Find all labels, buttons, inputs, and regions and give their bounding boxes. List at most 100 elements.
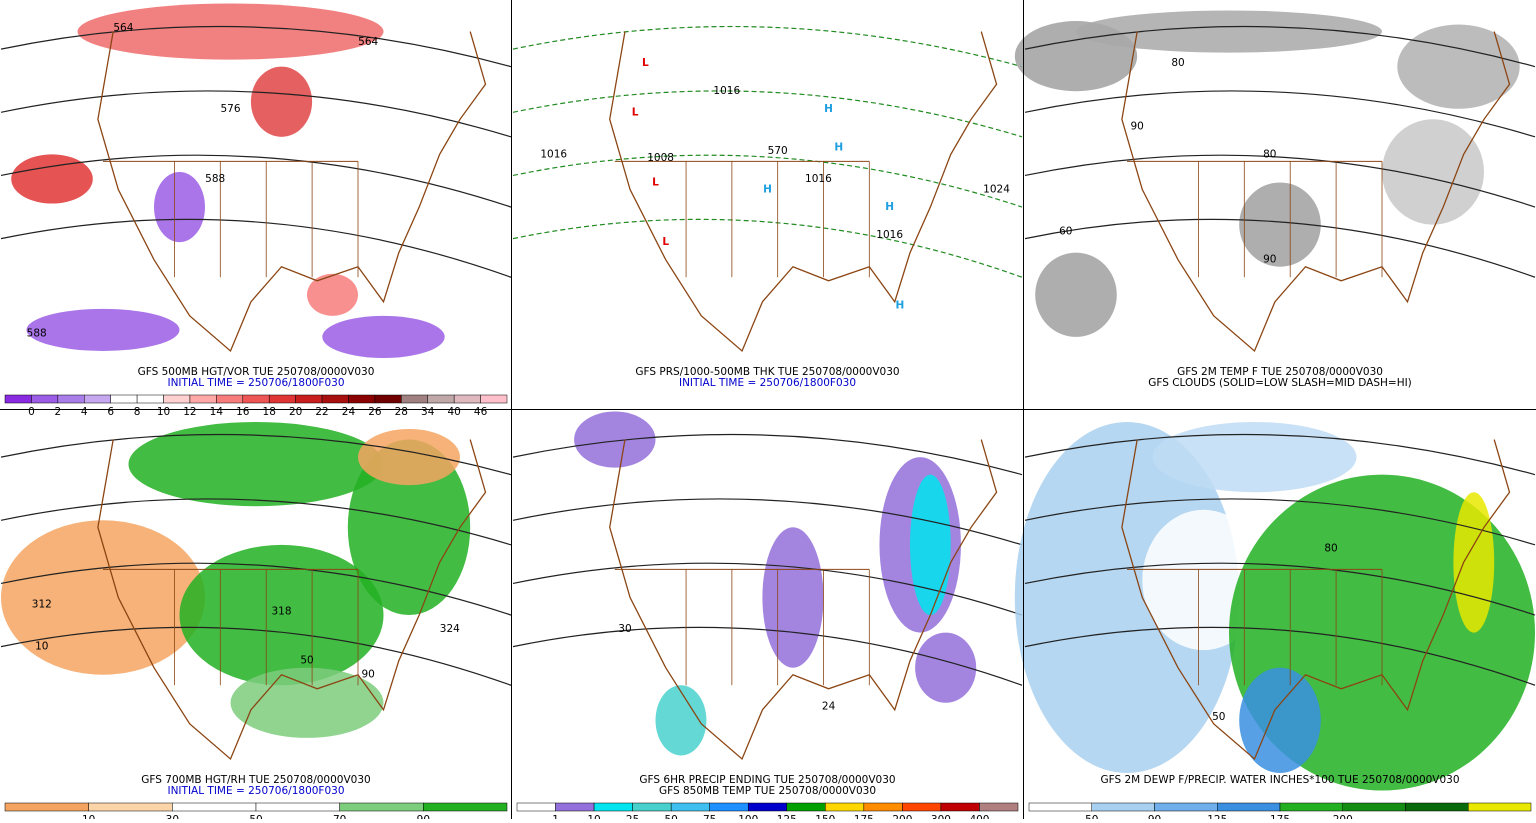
- caption: INITIAL TIME = 250706/1800F030: [167, 785, 344, 797]
- colorbar-label: 20: [289, 406, 302, 418]
- colorbar-label: 18: [263, 406, 276, 418]
- map-label: L: [632, 106, 639, 118]
- caption: INITIAL TIME = 250706/1800F030: [167, 377, 344, 389]
- map-label: H: [895, 299, 904, 311]
- map-label: 50: [1212, 711, 1225, 723]
- colorbar-swatch: [632, 802, 672, 812]
- colorbar-swatch: [348, 394, 376, 404]
- colorbar-swatch: [1217, 802, 1281, 812]
- colorbar-swatch: [1091, 802, 1155, 812]
- contour: [512, 433, 1023, 476]
- field-blob: [655, 685, 707, 756]
- contour: [512, 562, 1023, 616]
- colorbar-swatch: [709, 802, 749, 812]
- colorbar-label: 90: [1148, 814, 1161, 819]
- contour: [1024, 218, 1536, 278]
- field-blob: [307, 273, 358, 316]
- colorbar-label: 300: [931, 814, 951, 819]
- map-label: 80: [1171, 57, 1184, 69]
- coastline: [97, 31, 487, 353]
- colorbar-label: 46: [474, 406, 488, 418]
- map-label: 588: [205, 173, 225, 185]
- colorbar-swatch: [423, 802, 508, 812]
- colorbar-swatch: [555, 802, 595, 812]
- colorbar-swatch: [902, 802, 942, 812]
- map-label: 50: [300, 655, 313, 667]
- colorbar-label: 34: [421, 406, 435, 418]
- map-label: 318: [271, 606, 291, 618]
- field-blob: [1076, 10, 1382, 53]
- field-blob: [154, 171, 205, 243]
- field-blob: [250, 66, 313, 137]
- colorbar-swatch: [339, 802, 424, 812]
- colorbar-swatch: [863, 802, 903, 812]
- map-label: 10: [35, 641, 48, 653]
- colorbar-label: 100: [738, 814, 758, 819]
- colorbar-label: 12: [183, 406, 196, 418]
- caption: GFS 700MB HGT/RH TUE 250708/0000V030: [141, 774, 370, 786]
- map-label: L: [652, 176, 659, 188]
- field-blob: [230, 667, 384, 738]
- map-label: 60: [1059, 226, 1072, 238]
- contour: [1024, 154, 1536, 208]
- colorbar-label: 175: [854, 814, 874, 819]
- colorbar-label: 4: [81, 406, 88, 418]
- map-label: 90: [1263, 254, 1276, 266]
- contour: [512, 218, 1023, 278]
- colorbar-swatch: [1028, 802, 1092, 812]
- colorbar-label: 50: [664, 814, 677, 819]
- colorbar-swatch: [4, 394, 32, 404]
- colorbar-swatch: [4, 802, 89, 812]
- map-label: 90: [1131, 120, 1144, 132]
- field-blob: [347, 439, 471, 616]
- colorbar-swatch: [1342, 802, 1406, 812]
- contour: [512, 154, 1023, 208]
- colorbar-label: 8: [134, 406, 141, 418]
- colorbar-swatch: [453, 394, 481, 404]
- map-label: 24: [822, 700, 836, 712]
- map-panel: 30 24 GFS 6HR PRECIP ENDING TUE 250708/000…: [512, 411, 1023, 823]
- contour: [0, 626, 512, 686]
- contour: [0, 218, 512, 278]
- colorbar-label: 90: [417, 814, 430, 819]
- map-label: 1024: [983, 184, 1010, 196]
- colorbar-label: 22: [315, 406, 328, 418]
- colorbar-label: 14: [210, 406, 224, 418]
- map-label: 1016: [876, 229, 903, 241]
- colorbar-swatch: [670, 802, 710, 812]
- colorbar-label: 40: [447, 406, 460, 418]
- contour: [1024, 25, 1536, 68]
- colorbar-swatch: [295, 394, 323, 404]
- colorbar-label: 400: [969, 814, 989, 819]
- map-label: H: [834, 141, 843, 153]
- coastline: [609, 31, 998, 353]
- map-label: 80: [1324, 542, 1337, 554]
- colorbar-label: 50: [1085, 814, 1098, 819]
- map-label: H: [824, 103, 833, 115]
- map-label: H: [885, 201, 894, 213]
- colorbar-swatch: [480, 394, 508, 404]
- colorbar-swatch: [216, 394, 244, 404]
- colorbar-label: 28: [395, 406, 408, 418]
- colorbar-label: 2: [54, 406, 61, 418]
- map-panel: 564 564 576 588 588 GFS 500MB HGT/VOR TUE 250…: [0, 3, 512, 418]
- colorbar-label: 50: [249, 814, 262, 819]
- colorbar-label: 125: [777, 814, 797, 819]
- colorbar-swatch: [427, 394, 455, 404]
- colorbar-swatch: [593, 802, 633, 812]
- field-blob: [915, 632, 977, 703]
- map-label: 570: [768, 145, 788, 157]
- contour: [512, 90, 1023, 138]
- field-blob: [1382, 119, 1484, 225]
- map-label: 1016: [540, 148, 567, 160]
- colorbar-swatch: [163, 394, 191, 404]
- field-blob: [574, 411, 656, 468]
- contour: [1024, 90, 1536, 138]
- colorbar-swatch: [940, 802, 980, 812]
- colorbar-label: 1: [552, 814, 559, 819]
- colorbar-label: 125: [1207, 814, 1227, 819]
- field-blob: [11, 154, 93, 204]
- colorbar-label: 75: [703, 814, 716, 819]
- caption: INITIAL TIME = 250706/1800F030: [679, 377, 856, 389]
- field-blob: [77, 3, 384, 60]
